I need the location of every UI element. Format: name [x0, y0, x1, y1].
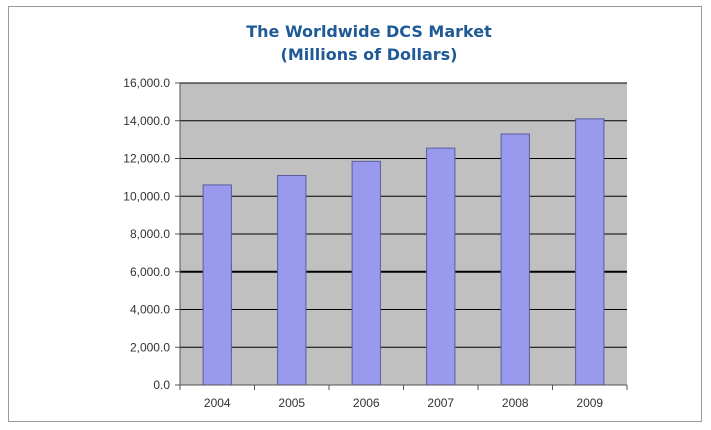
y-tick-label: 6,000.0: [130, 265, 170, 279]
bars: [202, 118, 605, 386]
x-tick-label: 2004: [204, 396, 231, 410]
y-tick-label: 16,000.0: [123, 76, 170, 90]
y-tick-label: 8,000.0: [130, 227, 170, 241]
bar-2007: [426, 147, 456, 386]
y-tick-label: 4,000.0: [130, 303, 170, 317]
bar-2009: [575, 118, 605, 386]
x-tick-label: 2008: [502, 396, 529, 410]
x-tick-label: 2007: [427, 396, 454, 410]
bar-2005: [277, 174, 307, 386]
y-tick-label: 2,000.0: [130, 340, 170, 354]
bar-2008: [500, 133, 530, 386]
y-tick-labels: 0.0 2,000.0 4,000.0 6,000.0 8,000.0 10,000.0 1…: [123, 76, 170, 392]
bar-2004: [202, 184, 232, 386]
y-tick-label: 12,000.0: [123, 152, 170, 166]
x-tick-label: 2009: [576, 396, 603, 410]
y-tick-label: 10,000.0: [123, 189, 170, 203]
axes: [175, 82, 628, 390]
x-tick-label: 2006: [353, 396, 380, 410]
chart-subtitle: (Millions of Dollars): [281, 45, 458, 64]
y-tick-label: 0.0: [153, 378, 170, 392]
gridlines: [180, 82, 627, 348]
y-tick-label: 14,000.0: [123, 114, 170, 128]
bar-2006: [351, 160, 381, 386]
x-tick-label: 2005: [278, 396, 305, 410]
x-tick-labels: 2004 2005 2006 2007 2008 2009: [204, 396, 604, 410]
chart-title: The Worldwide DCS Market: [246, 22, 492, 41]
